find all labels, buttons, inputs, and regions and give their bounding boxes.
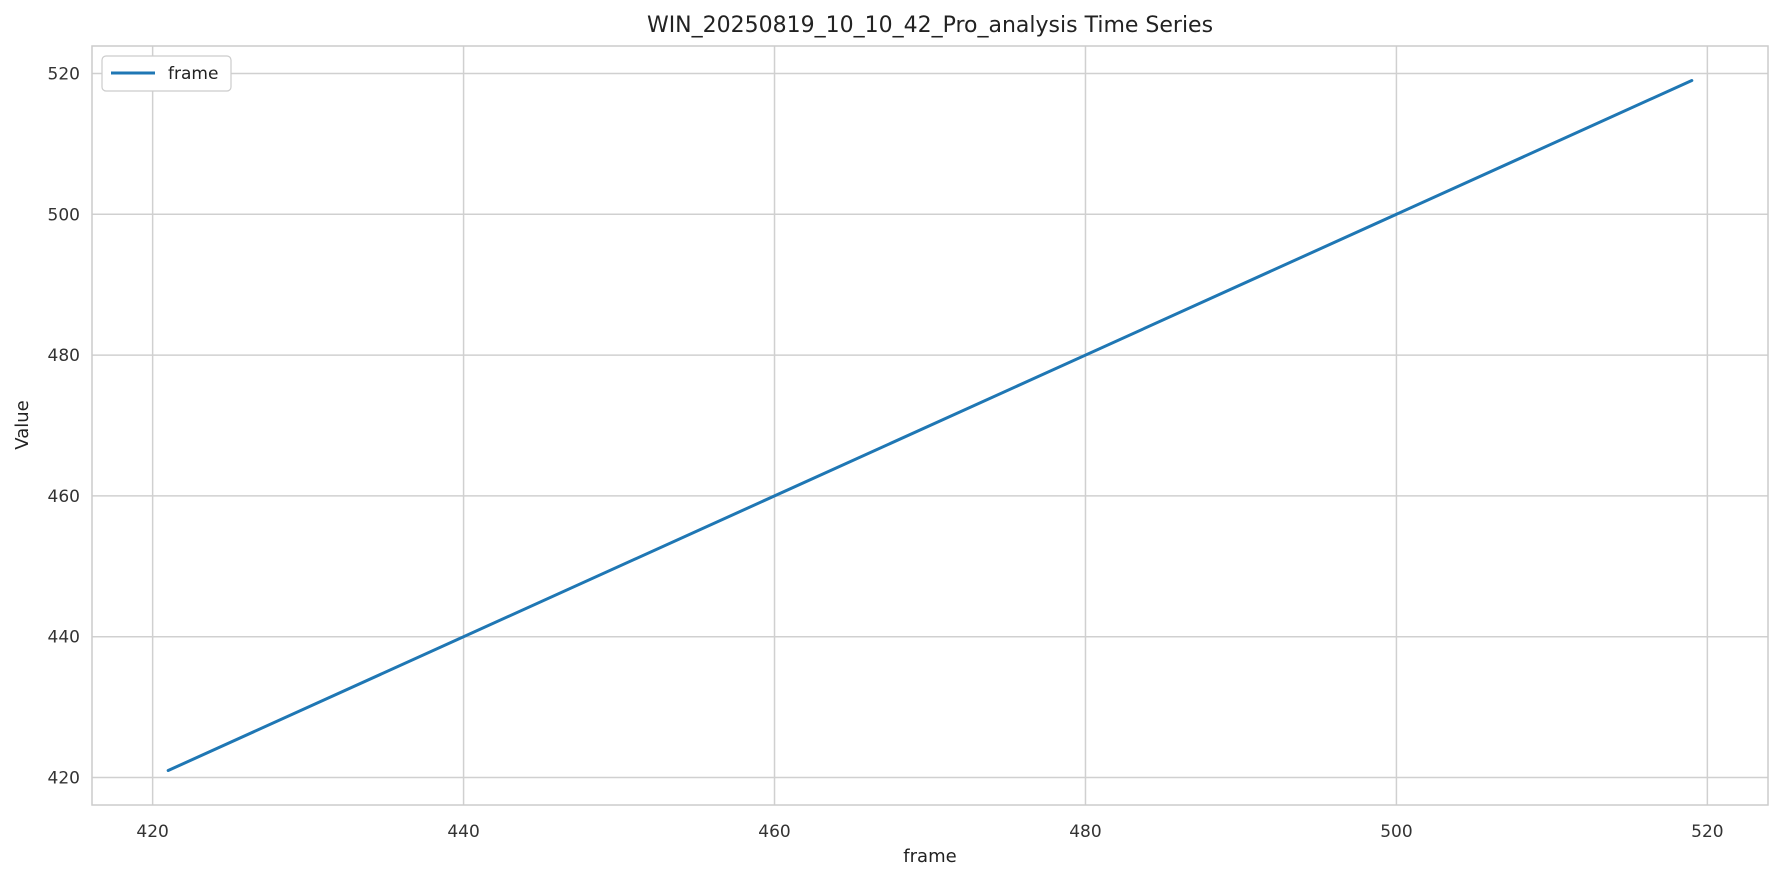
x-tick-label: 440: [447, 822, 479, 842]
series-layer: [166, 79, 1694, 772]
y-axis-label: Value: [12, 400, 33, 449]
series-line-frame: [166, 79, 1694, 772]
x-axis-ticks: 420 440 460 480 500 520: [136, 822, 1723, 842]
grid: [92, 46, 1768, 805]
y-tick-label: 500: [48, 205, 80, 225]
x-tick-label: 480: [1069, 822, 1101, 842]
legend-box: [101, 55, 232, 92]
y-axis-ticks: 420 440 460 480 500 520: [48, 64, 80, 788]
x-tick-label: 500: [1380, 822, 1412, 842]
plot-frame: [91, 45, 1769, 806]
y-tick-label: 440: [48, 628, 80, 648]
plot-area: [91, 45, 1769, 806]
x-axis-label: frame: [903, 846, 956, 867]
chart-title: WIN_20250819_10_10_42_Pro_analysis Time …: [647, 13, 1213, 38]
x-tick-label: 420: [136, 822, 168, 842]
y-tick-label: 460: [48, 487, 80, 507]
y-tick-label: 480: [48, 346, 80, 366]
y-tick-label: 420: [48, 769, 80, 789]
x-tick-label: 520: [1691, 822, 1723, 842]
x-tick-label: 460: [758, 822, 790, 842]
legend-label: frame: [168, 64, 218, 84]
legend: frame: [101, 55, 232, 92]
y-tick-label: 520: [48, 64, 80, 84]
